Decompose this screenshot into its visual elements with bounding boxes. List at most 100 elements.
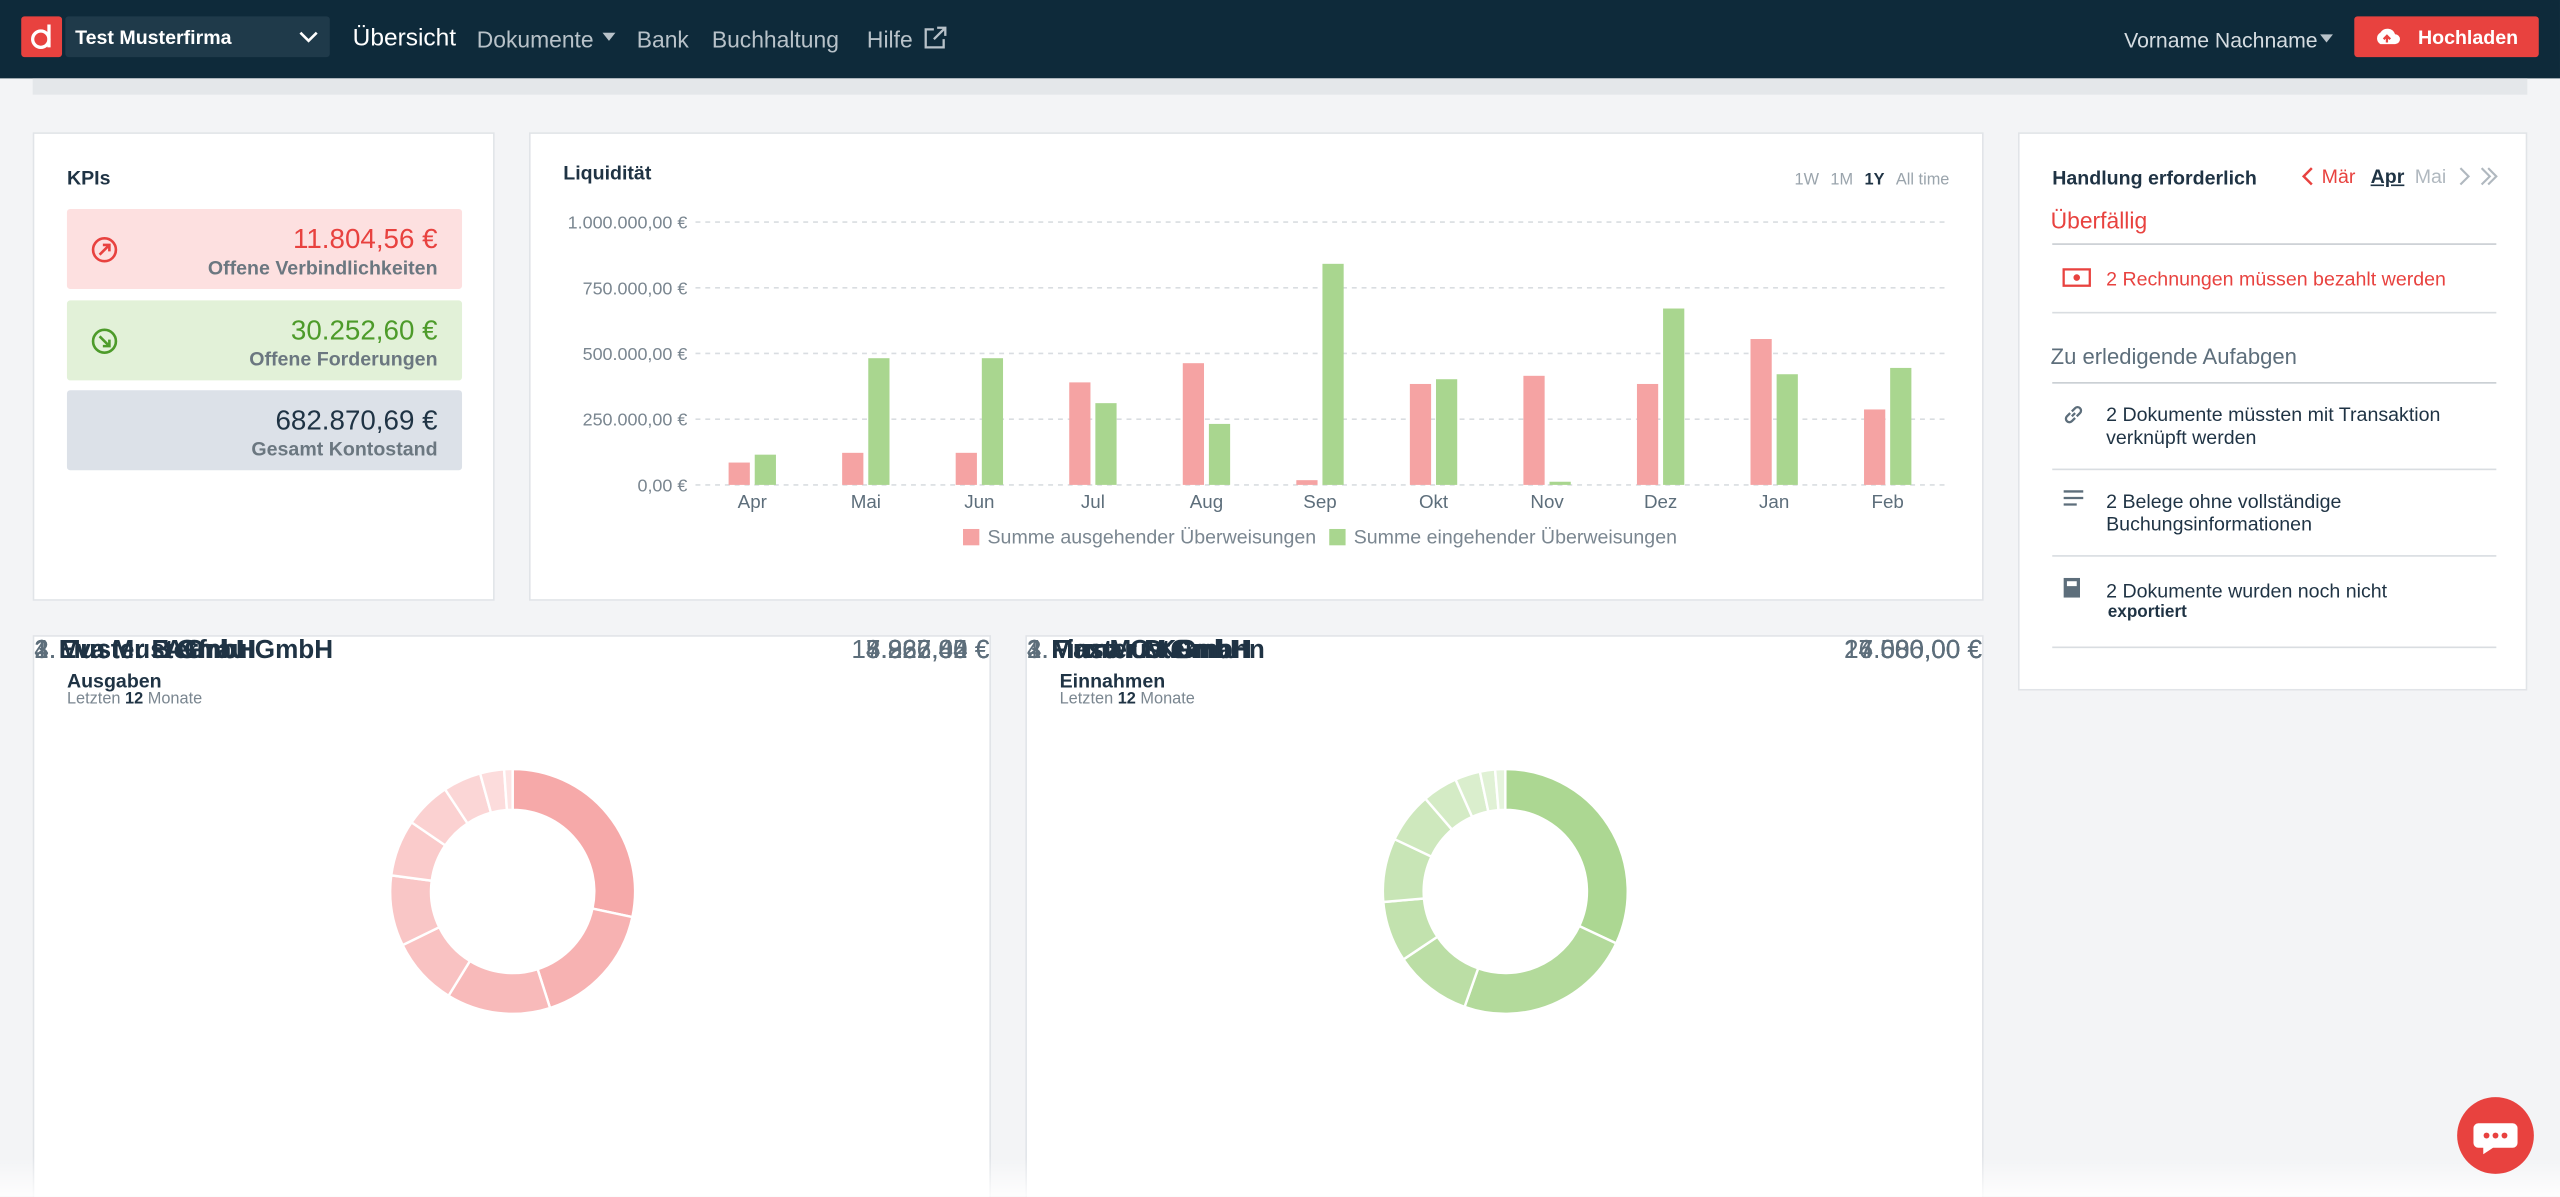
y-tick-label: 500.000,00 €: [583, 344, 688, 364]
bar: [754, 454, 776, 485]
logo[interactable]: [21, 16, 63, 58]
rank: 3.: [34, 636, 57, 665]
prev-arrow[interactable]: [2300, 167, 2316, 187]
rank: 4.: [34, 636, 57, 665]
action-row[interactable]: 2 Rechnungen müssen bezahlt werden: [2052, 245, 2497, 314]
upload-button[interactable]: Hochladen: [2354, 16, 2539, 58]
nav-item[interactable]: Übersicht: [352, 24, 457, 53]
bar: [1095, 403, 1117, 485]
chevron: [299, 31, 318, 43]
x-tick-label: Sep: [1303, 491, 1336, 512]
subtitle-part: 12: [125, 690, 144, 709]
card-title: Ausgaben: [66, 669, 162, 693]
list-icon: [2063, 490, 2084, 506]
bar: [1208, 423, 1231, 485]
bar: [1890, 367, 1912, 485]
month[interactable]: Apr: [2370, 164, 2405, 188]
rank: 1.: [34, 636, 57, 665]
nav-item[interactable]: Hilfe: [866, 26, 913, 53]
section-title: Zu erledigende Aufabgen: [2050, 344, 2297, 369]
next-arrows[interactable]: [2456, 167, 2498, 187]
bar: [1322, 263, 1344, 485]
x-tick-label: Mai: [851, 491, 881, 512]
x-tick-label: Apr: [738, 491, 767, 512]
name: Muster M GmbH: [1051, 636, 1252, 665]
amount: 7.362,02 €: [865, 636, 990, 665]
x-tick-label: Jun: [964, 491, 994, 512]
nav-item[interactable]: Dokumente: [476, 26, 594, 53]
x-tick-label: Nov: [1530, 491, 1564, 512]
subtitle-part: Monate: [1140, 690, 1195, 709]
x-tick-label: Jan: [1759, 491, 1789, 512]
bar: [1435, 379, 1458, 485]
company-select[interactable]: Test Musterfirma: [65, 16, 330, 58]
bar: [981, 358, 1004, 485]
income-card: Einnahmen Letzten 12 Monate 1. Muster D G…: [1025, 635, 1984, 1197]
subtitle-part: Monate: [147, 690, 203, 709]
legend-label: Summe ausgehender Überweisungen: [987, 527, 1316, 549]
expenses-card: Ausgaben Letzten 12 Monate 1. Muster B Gm…: [32, 635, 992, 1197]
name: Eva Musterfrau GmbH: [58, 636, 334, 665]
kpi-amount: 30.252,60 €: [290, 315, 438, 347]
nav-item[interactable]: Bank: [636, 26, 689, 53]
rank: 4.: [1026, 636, 1049, 665]
logo-icon: [31, 24, 51, 49]
section-title: Überfällig: [2050, 207, 2148, 234]
x-tick-label: Okt: [1419, 491, 1449, 512]
name: Muster E GmbH: [58, 636, 255, 665]
month[interactable]: Mai: [2414, 164, 2447, 188]
kpi-icon: [91, 328, 118, 354]
range-option[interactable]: 1Y: [1865, 170, 1885, 188]
subtitle-part: Letzten: [1059, 690, 1114, 709]
kpi-card: KPIs 11.804,56 € Offene Verbindlichkeite…: [32, 132, 495, 601]
y-tick-label: 250.000,00 €: [583, 410, 688, 430]
bar: [1750, 339, 1772, 485]
name: Muster I AG: [58, 636, 205, 665]
donut-chart: [388, 767, 637, 1016]
bar: [1523, 375, 1545, 485]
legend-label: Summe eingehender Überweisungen: [1354, 527, 1677, 549]
donut-chart: [1381, 767, 1629, 1016]
kpi-balance[interactable]: 682.870,69 € Gesamt Kontostand: [66, 390, 463, 471]
range-option[interactable]: All time: [1896, 170, 1949, 188]
actions-card: Handlung erforderlich Mär Apr Mai Überfä…: [2017, 132, 2528, 691]
y-tick-label: 1.000.000,00 €: [568, 213, 688, 233]
company-name: Test Musterfirma: [75, 26, 232, 49]
chart-title: Liquidität: [563, 163, 652, 185]
name: Firma O KG: [1051, 636, 1197, 665]
action-row[interactable]: 2 Dokumente müssten mit Transaktion verk…: [2052, 382, 2497, 471]
nav-item[interactable]: Buchhaltung: [711, 26, 839, 53]
chat-icon: [2473, 1123, 2518, 1155]
external-icon: [924, 26, 947, 49]
x-tick-label: Dez: [1644, 491, 1677, 512]
sub-strip: [32, 78, 2528, 95]
chat-button[interactable]: [2457, 1097, 2534, 1174]
bar: [842, 452, 864, 485]
y-tick-label: 0,00 €: [637, 475, 687, 495]
bar: [868, 358, 890, 485]
amount: 6.000,00 €: [1858, 636, 1983, 665]
rank: 1.: [1026, 636, 1049, 665]
user-menu[interactable]: Vorname Nachname: [2124, 27, 2318, 53]
amount: 24.000,00 €: [1844, 636, 1983, 665]
kpi-receivables[interactable]: 30.252,60 € Offene Forderungen: [66, 300, 463, 381]
range-option[interactable]: 1W: [1795, 170, 1820, 188]
action-row[interactable]: 2 Dokumente wurden noch nicht exportiert: [2052, 557, 2497, 649]
rank: 2.: [1026, 636, 1049, 665]
card-subtitle: Letzten 12 Monate: [67, 691, 202, 709]
x-tick-label: Jul: [1081, 491, 1105, 512]
month[interactable]: Mär: [2321, 164, 2356, 188]
legend-swatch: [1329, 528, 1346, 546]
bar: [728, 462, 750, 485]
liquidity-card: Liquidität All time 1Y 1M 1W 0,00 € 250.000,0…: [528, 132, 1984, 601]
bar: [1636, 383, 1659, 485]
donut-slice: [1462, 924, 1618, 1016]
name: Muster D GmbH: [1051, 636, 1249, 665]
upload-label: Hochladen: [2417, 26, 2519, 49]
amount: 8.966,00 €: [865, 636, 990, 665]
range-option[interactable]: 1M: [1830, 170, 1853, 188]
kpi-payables[interactable]: 11.804,56 € Offene Verbindlichkeiten: [66, 208, 463, 289]
card-title: KPIs: [66, 166, 111, 190]
action-row[interactable]: 2 Belege ohne vollständige Buchungsinfor…: [2052, 469, 2497, 557]
caret: [2319, 34, 2334, 43]
